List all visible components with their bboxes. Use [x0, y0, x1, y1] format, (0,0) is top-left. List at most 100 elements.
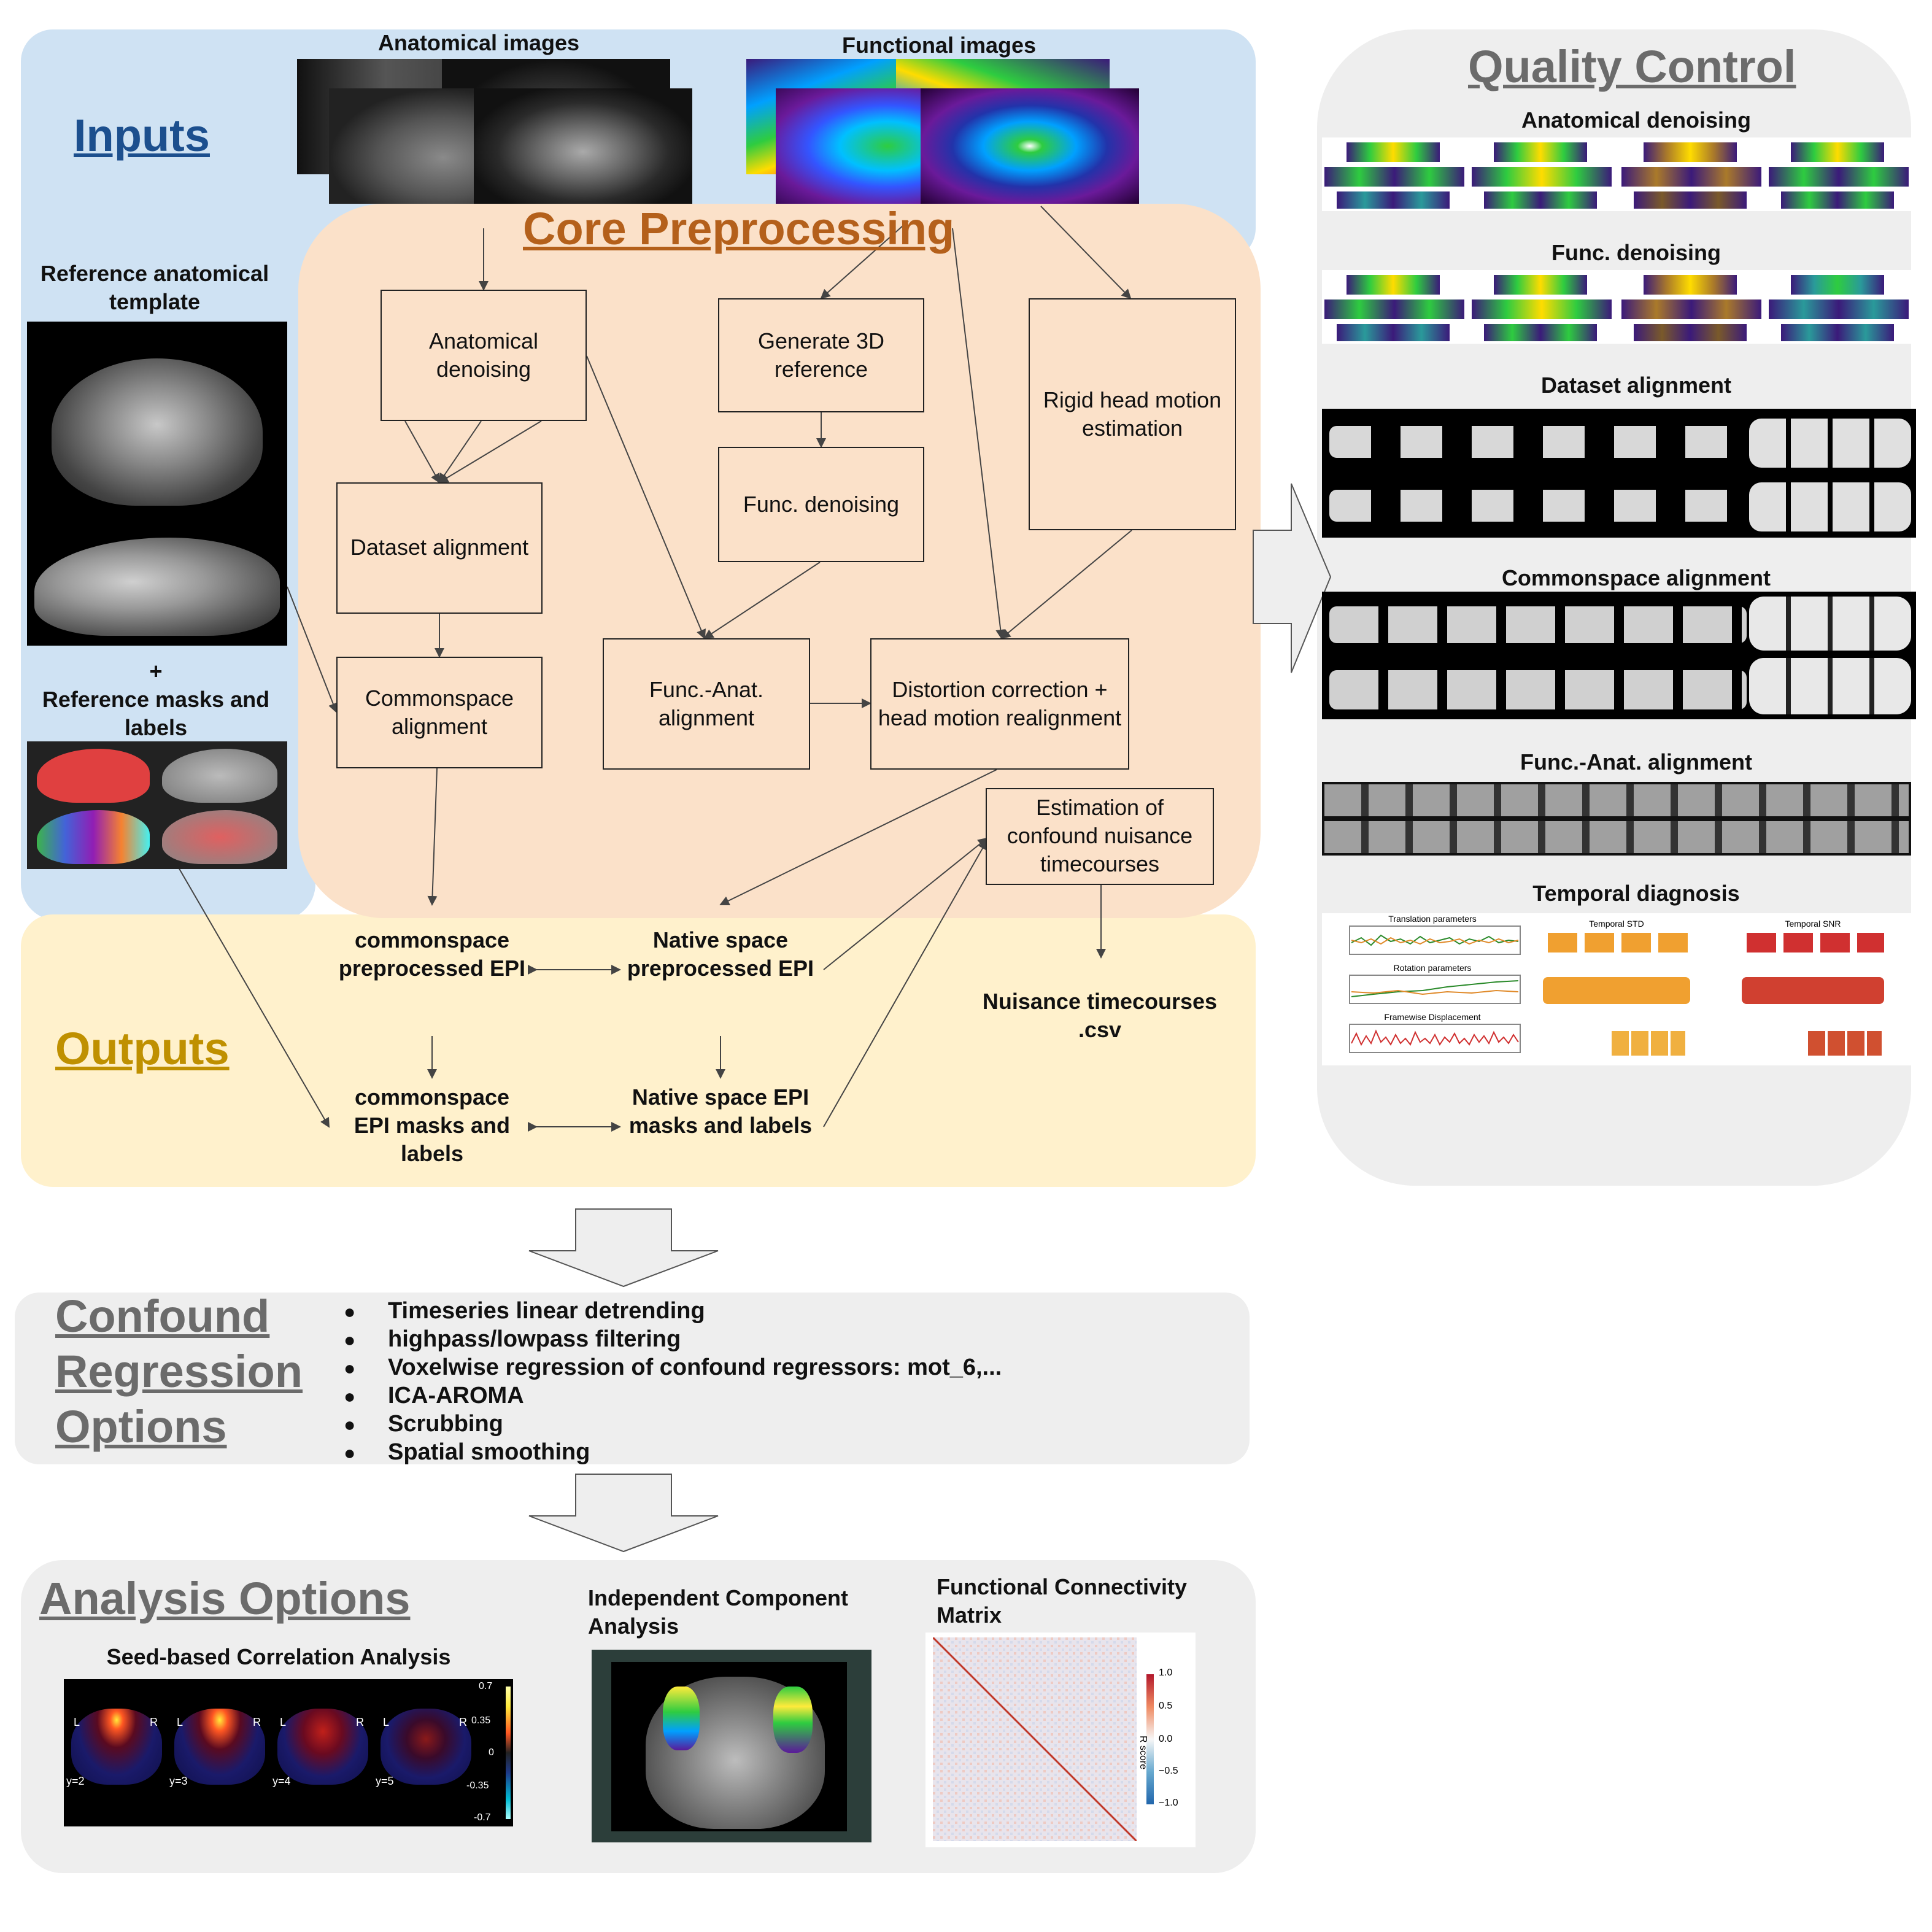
qc-temporal-diagnosis-panel: Translation parameters Rotation paramete… — [1322, 913, 1911, 1065]
distortion-correction-box: Distortion correction + head motion real… — [870, 638, 1129, 770]
seed-right-label-2: R — [253, 1716, 261, 1728]
fc-colorbar-tick-2: 0.5 — [1159, 1700, 1173, 1711]
seed-slice-2 — [174, 1709, 265, 1785]
func-anat-alignment-box: Func.-Anat. alignment — [603, 638, 810, 770]
confound-option-detrending: Timeseries linear detrending — [388, 1299, 705, 1324]
ica-image — [592, 1650, 871, 1842]
temporal-snr-axial — [1808, 1031, 1882, 1056]
qc-dataset-alignment-strip — [1322, 409, 1916, 538]
temporal-snr-label: Temporal SNR — [1785, 921, 1841, 929]
temporal-std-label: Temporal STD — [1589, 921, 1644, 929]
fc-matrix-panel: 1.0 0.5 0.0 −0.5 −1.0 R score — [925, 1633, 1196, 1847]
fc-colorbar-label: R score — [1138, 1736, 1149, 1770]
rotation-plot — [1349, 975, 1521, 1004]
qc-commonspace-alignment-strip — [1322, 592, 1916, 719]
func-denoising-box: Func. denoising — [718, 447, 924, 562]
confound-bullet-3: ● — [344, 1359, 356, 1380]
fc-colorbar-tick-5: −1.0 — [1159, 1797, 1178, 1808]
seed-left-label-4: L — [383, 1716, 390, 1728]
template-label: Reference anatomical template — [40, 261, 269, 314]
seed-slice-label-3: y=4 — [272, 1775, 291, 1787]
commonspace-epi-output: commonspace preprocessed EPI — [338, 928, 526, 981]
seed-left-label-3: L — [280, 1716, 287, 1728]
fc-colorbar-tick-1: 1.0 — [1159, 1667, 1173, 1678]
fc-colorbar — [1146, 1674, 1154, 1804]
reference-template-image — [27, 322, 287, 646]
commonspace-alignment-box: Commonspace alignment — [336, 657, 543, 768]
qc-item-func-anat-alignment: Func.-Anat. alignment — [1520, 750, 1752, 775]
qc-title: Quality Control — [1468, 42, 1796, 92]
confound-option-voxelwise-regression: Voxelwise regression of confound regress… — [388, 1355, 1002, 1381]
seed-slice-label-1: y=2 — [66, 1775, 85, 1787]
seed-colorbar-tick-5: -0.7 — [474, 1812, 491, 1823]
native-epi-output: Native space preprocessed EPI — [627, 928, 814, 981]
seed-slice-label-4: y=5 — [376, 1775, 394, 1787]
qc-anatomical-denoising-strip — [1322, 137, 1911, 211]
anatomical-denoising-box: Anatomical denoising — [381, 290, 587, 421]
seed-colorbar-tick-3: 0 — [489, 1747, 494, 1758]
masks-label: + Reference masks and labels — [42, 659, 270, 740]
confound-option-smoothing: Spatial smoothing — [388, 1440, 590, 1466]
translation-parameters-label: Translation parameters — [1388, 916, 1477, 924]
commonspace-masks-output: commonspace EPI masks and labels — [354, 1085, 511, 1166]
confound-estimation-box: Estimation of confound nuisance timecour… — [986, 788, 1214, 885]
inputs-title: Inputs — [74, 110, 210, 161]
anatomical-image-4 — [474, 88, 692, 204]
confound-option-ica-aroma: ICA-AROMA — [388, 1383, 524, 1409]
temporal-std-axial — [1612, 1031, 1685, 1056]
fc-matrix-label: Functional Connectivity Matrix — [937, 1575, 1188, 1628]
confound-bullet-2: ● — [344, 1331, 356, 1351]
core-title: Core Preprocessing — [523, 204, 955, 254]
ica-label: Independent Component Analysis — [588, 1586, 848, 1639]
framewise-displacement-label: Framewise Displacement — [1384, 1014, 1481, 1022]
seed-colorbar-tick-4: -0.35 — [466, 1780, 489, 1791]
outputs-title: Outputs — [55, 1024, 230, 1074]
rotation-parameters-label: Rotation parameters — [1393, 965, 1472, 973]
qc-func-anat-alignment-strip — [1322, 782, 1911, 856]
temporal-std-sagittal — [1543, 977, 1690, 1004]
generate-3d-reference-box: Generate 3D reference — [718, 298, 924, 412]
analysis-title: Analysis Options — [39, 1574, 411, 1624]
confound-title-line-3: Options — [55, 1402, 227, 1452]
qc-func-denoising-strip — [1322, 270, 1911, 344]
qc-item-temporal-diagnosis: Temporal diagnosis — [1532, 881, 1740, 906]
native-masks-output: Native space EPI masks and labels — [628, 1085, 813, 1138]
confound-bullet-5: ● — [344, 1415, 356, 1436]
confound-option-filtering: highpass/lowpass filtering — [388, 1327, 681, 1353]
fc-colorbar-tick-3: 0.0 — [1159, 1733, 1173, 1744]
rigid-head-motion-box: Rigid head motion estimation — [1029, 298, 1236, 530]
confound-region — [15, 1293, 1250, 1464]
seed-colorbar-tick-1: 0.7 — [479, 1680, 493, 1691]
qc-item-anatomical-denoising: Anatomical denoising — [1521, 108, 1752, 133]
functional-images-label: Functional images — [841, 33, 1037, 58]
seed-left-label-2: L — [177, 1716, 184, 1728]
qc-item-dataset-alignment: Dataset alignment — [1540, 373, 1732, 398]
temporal-std-maps — [1548, 933, 1690, 952]
seed-analysis-label: Seed-based Correlation Analysis — [106, 1645, 451, 1669]
seed-slice-label-2: y=3 — [169, 1775, 188, 1787]
seed-right-label-3: R — [356, 1716, 364, 1728]
temporal-snr-maps — [1747, 933, 1884, 952]
functional-image-4 — [921, 88, 1139, 204]
confound-title-line-2: Regression — [55, 1347, 303, 1397]
confound-bullet-4: ● — [344, 1387, 356, 1408]
anatomical-images-label: Anatomical images — [377, 31, 580, 55]
seed-colorbar — [506, 1687, 511, 1819]
seed-right-label-4: R — [459, 1716, 467, 1728]
confound-bullet-1: ● — [344, 1302, 356, 1323]
nuisance-output: Nuisance timecourses .csv — [982, 989, 1218, 1042]
seed-slice-1 — [71, 1709, 162, 1785]
confound-option-scrubbing: Scrubbing — [388, 1412, 503, 1437]
qc-item-func-denoising: Func. denoising — [1551, 241, 1721, 265]
seed-correlation-image: L R L R L R L R y=2 y=3 y=4 y=5 0.7 0.35… — [64, 1679, 513, 1826]
seed-right-label-1: R — [150, 1716, 158, 1728]
seed-left-label-1: L — [74, 1716, 80, 1728]
qc-item-commonspace-alignment: Commonspace alignment — [1501, 566, 1771, 590]
fc-colorbar-tick-4: −0.5 — [1159, 1765, 1178, 1776]
fc-matrix-heatmap — [933, 1637, 1137, 1841]
seed-slice-4 — [381, 1709, 471, 1785]
temporal-snr-sagittal — [1742, 977, 1884, 1004]
translation-plot — [1349, 925, 1521, 955]
reference-masks-image — [27, 741, 287, 869]
